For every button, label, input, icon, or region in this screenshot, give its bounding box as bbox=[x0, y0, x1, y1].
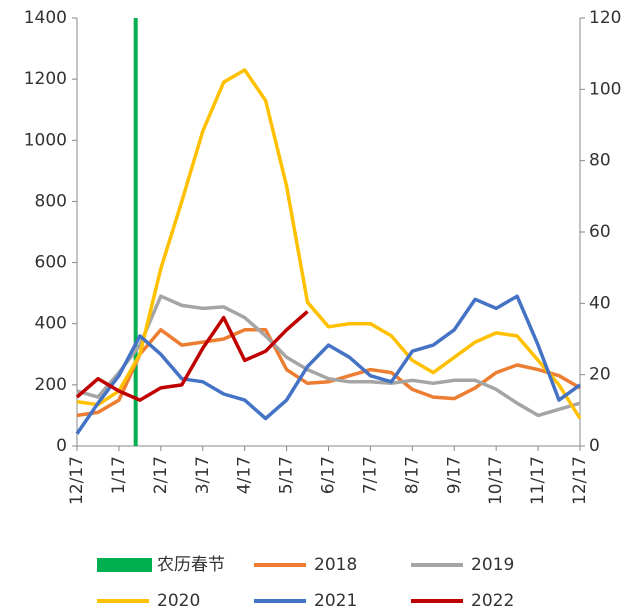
legend-label: 2019 bbox=[471, 555, 514, 575]
x-tick-label: 7/17 bbox=[360, 456, 380, 494]
legend-label: 2020 bbox=[157, 591, 200, 611]
x-tick-label: 9/17 bbox=[444, 456, 464, 494]
y-tick-label: 600 bbox=[35, 253, 67, 273]
legend-label: 农历春节 bbox=[157, 555, 225, 575]
y2-tick-label: 40 bbox=[589, 293, 611, 313]
x-tick-label: 12/17 bbox=[67, 456, 87, 505]
y2-tick-label: 0 bbox=[589, 436, 600, 456]
x-tick-label: 8/17 bbox=[402, 456, 422, 494]
x-tick-label: 2/17 bbox=[151, 456, 171, 494]
legend-swatch bbox=[97, 558, 152, 572]
x-tick-label: 1/17 bbox=[109, 456, 129, 494]
series-line bbox=[75, 294, 582, 435]
x-tick-label: 3/17 bbox=[193, 456, 213, 494]
y2-tick-label: 20 bbox=[589, 365, 611, 385]
x-tick-label: 11/17 bbox=[528, 456, 548, 505]
x-tick-label: 5/17 bbox=[277, 456, 297, 494]
series-line bbox=[76, 328, 581, 418]
x-tick-label: 4/17 bbox=[235, 456, 255, 494]
legend-label: 2022 bbox=[471, 591, 514, 611]
y-tick-label: 200 bbox=[35, 375, 67, 395]
y2-tick-label: 60 bbox=[589, 222, 611, 242]
y-tick-label: 1200 bbox=[24, 69, 67, 89]
y-tick-label: 0 bbox=[56, 436, 67, 456]
series-line bbox=[75, 310, 309, 402]
x-tick-label: 10/17 bbox=[486, 456, 506, 505]
series-line bbox=[76, 68, 582, 420]
y2-tick-label: 100 bbox=[589, 79, 621, 99]
y-tick-label: 1000 bbox=[24, 130, 67, 150]
y2-tick-label: 120 bbox=[589, 8, 621, 28]
legend-label: 2021 bbox=[314, 591, 357, 611]
y2-tick-label: 80 bbox=[589, 151, 611, 171]
series-line bbox=[76, 294, 581, 418]
x-tick-label: 12/17 bbox=[570, 456, 590, 505]
legend-label: 2018 bbox=[314, 555, 357, 575]
x-tick-label: 6/17 bbox=[319, 456, 339, 494]
y-tick-label: 1400 bbox=[24, 8, 67, 28]
y-tick-label: 400 bbox=[35, 314, 67, 334]
y-tick-label: 800 bbox=[35, 191, 67, 211]
